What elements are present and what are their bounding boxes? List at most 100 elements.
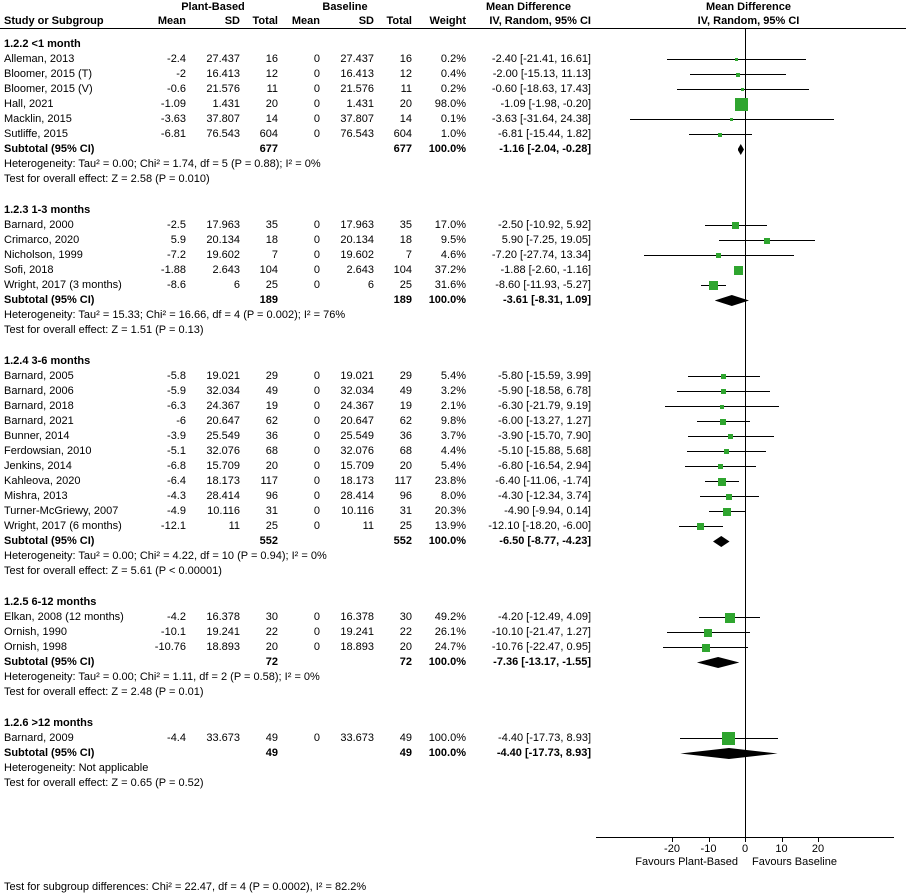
ci-plot — [591, 459, 906, 474]
effect-marker — [720, 418, 727, 425]
mean-plant: -4.9 — [167, 505, 186, 517]
total-plant: 49 — [265, 732, 278, 744]
total-plant: 16 — [265, 53, 278, 65]
subgroup-heading-row: 1.2.6 >12 months — [0, 716, 906, 731]
total-baseline: 20 — [399, 460, 412, 472]
heterogeneity-row: Heterogeneity: Tau² = 0.00; Chi² = 1.11,… — [0, 670, 906, 685]
effect-marker — [734, 98, 748, 111]
total-plant: 11 — [266, 83, 278, 95]
ci-plot — [591, 625, 906, 640]
weight-value: 26.1% — [434, 626, 466, 638]
total-plant: 12 — [265, 68, 278, 80]
effect-marker — [763, 237, 770, 244]
pooled-plot — [591, 293, 906, 308]
sd-plant: 37.807 — [206, 113, 240, 125]
weight-value: 4.6% — [440, 249, 466, 261]
pooled-diamond — [712, 536, 730, 547]
mean-plant: -5.8 — [167, 370, 186, 382]
subgroup-label: 1.2.2 <1 month — [4, 38, 81, 50]
study-name: Barnard, 2018 — [4, 400, 74, 412]
sd-baseline: 33.673 — [340, 732, 374, 744]
mean-plant — [148, 655, 186, 670]
mean-plant: -2.5 — [167, 219, 186, 231]
sd-baseline: 27.437 — [340, 53, 374, 65]
mean-plant: -5.9 — [167, 385, 186, 397]
total-baseline: 62 — [399, 415, 412, 427]
effect-marker — [716, 253, 722, 258]
mean-plant: -3.63 — [160, 113, 186, 125]
mean-baseline: 0 — [313, 611, 320, 623]
effect-marker — [723, 449, 729, 454]
effect-marker — [720, 389, 726, 394]
weight-value: 37.2% — [434, 264, 466, 276]
sd-baseline: 25.549 — [340, 430, 374, 442]
ci-text: -2.50 [-10.92, 5.92] — [498, 219, 591, 231]
weight-value: 17.0% — [434, 219, 466, 231]
mean-baseline: 0 — [313, 505, 320, 517]
overall-effect-text: Test for overall effect: Z = 1.51 (P = 0… — [4, 324, 204, 336]
ci-plot — [591, 384, 906, 399]
total-plant: 20 — [265, 641, 278, 653]
study-name: Ferdowsian, 2010 — [4, 445, 92, 457]
zero-effect-line — [745, 29, 746, 838]
header-column-row: Study or Subgroup Mean SD Total Mean SD … — [0, 14, 906, 28]
pooled-plot — [591, 655, 906, 670]
total-baseline: 31 — [399, 505, 412, 517]
total-plant: 14 — [265, 113, 278, 125]
table-row: Wright, 2017 (6 months) -12.1 11 25 0 11 25 13.… — [0, 519, 906, 534]
ci-text: -6.00 [-13.27, 1.27] — [498, 415, 591, 427]
overall-effect-row: Test for overall effect: Z = 0.65 (P = 0… — [0, 776, 906, 791]
col-mean-baseline-header: Mean — [291, 15, 320, 27]
forest-rows: 1.2.2 <1 month Alleman, 2013 -2.4 27.437 16 0… — [0, 29, 906, 791]
table-row: Barnard, 2000 -2.5 17.963 35 0 17.963 35 17.0% -… — [0, 218, 906, 233]
pooled-plot — [591, 142, 906, 157]
sd-baseline: 18.173 — [340, 475, 374, 487]
sd-baseline: 21.576 — [340, 83, 374, 95]
total-plant: 25 — [265, 279, 278, 291]
sd-baseline: 2.643 — [346, 264, 374, 276]
subtotal-label: Subtotal (95% CI) — [4, 535, 95, 547]
weight-value: 100.0% — [428, 747, 466, 759]
mean-plant: -7.2 — [167, 249, 186, 261]
pooled-diamond — [714, 295, 749, 306]
effect-marker — [733, 266, 743, 275]
effect-marker — [717, 464, 723, 469]
table-row: Macklin, 2015 -3.63 37.807 14 0 37.807 14 0.1% -… — [0, 112, 906, 127]
weight-value: 5.4% — [440, 370, 466, 382]
col-study-header: Study or Subgroup — [4, 15, 104, 27]
mean-plant: -1.09 — [160, 98, 186, 110]
sd-plant: 10.116 — [207, 505, 240, 517]
subgroup-label: 1.2.4 3-6 months — [4, 355, 91, 367]
mean-plant: 5.9 — [170, 234, 186, 246]
mean-baseline — [278, 655, 320, 670]
subtotal-label: Subtotal (95% CI) — [4, 294, 95, 306]
axis-tick-label: 0 — [741, 843, 749, 855]
plant-based-group-header: Plant-Based — [181, 1, 245, 13]
sd-plant: 25.549 — [206, 430, 240, 442]
axis-tick — [672, 838, 673, 842]
sd-plant: 16.413 — [206, 68, 240, 80]
mean-baseline — [278, 534, 320, 549]
ci-text: -6.30 [-21.79, 9.19] — [498, 400, 591, 412]
total-plant: 604 — [259, 128, 278, 140]
total-baseline: 552 — [393, 535, 412, 547]
weight-value: 100.0% — [428, 143, 466, 155]
mean-baseline: 0 — [313, 264, 320, 276]
total-baseline: 36 — [399, 430, 412, 442]
sd-baseline: 15.709 — [340, 460, 374, 472]
sd-plant: 11 — [228, 520, 240, 532]
effect-marker — [709, 281, 719, 290]
subtotal-label: Subtotal (95% CI) — [4, 143, 95, 155]
mean-plant: -4.3 — [167, 490, 186, 502]
mean-difference-plot-header: Mean Difference — [706, 1, 791, 13]
total-baseline: 49 — [399, 732, 412, 744]
sd-plant: 24.367 — [206, 400, 240, 412]
ci-text: -0.60 [-18.63, 17.43] — [491, 83, 591, 95]
sd-plant: 76.543 — [206, 128, 240, 140]
mean-baseline: 0 — [313, 128, 320, 140]
total-plant: 19 — [265, 400, 278, 412]
mean-baseline: 0 — [313, 53, 320, 65]
study-name: Wright, 2017 (3 months) — [4, 279, 122, 291]
table-row: Kahleova, 2020 -6.4 18.173 117 0 18.173 117 23.… — [0, 474, 906, 489]
mean-plant: -1.88 — [160, 264, 186, 276]
